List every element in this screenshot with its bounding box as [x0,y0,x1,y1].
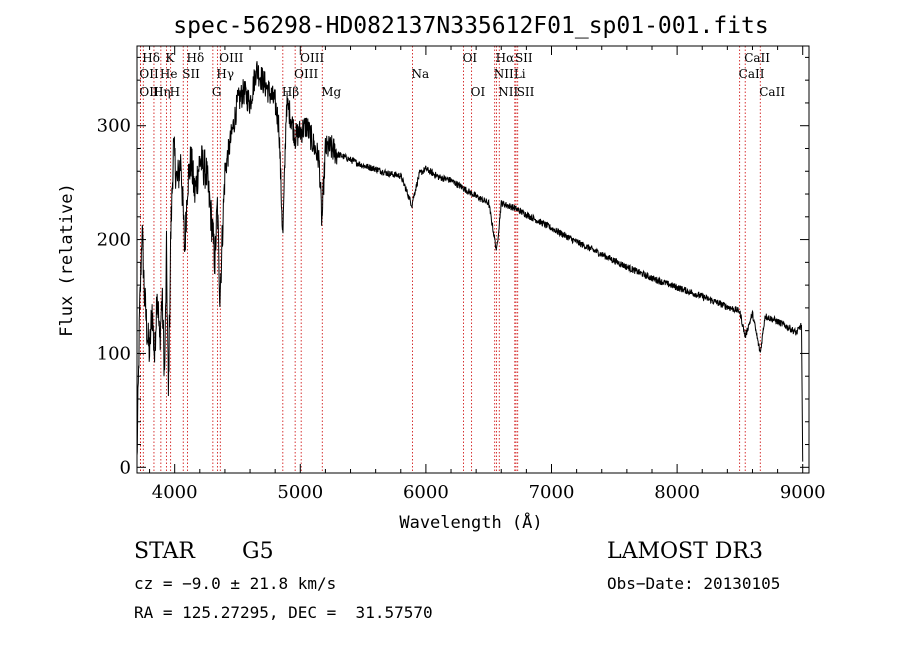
marker-label: Li [514,67,526,81]
observation-date: Obs−Date: 20130105 [607,574,781,593]
marker-label: Hδ [142,51,160,65]
marker-label: SII [515,51,533,65]
marker-label: OI [471,85,486,99]
x-tick-label: 5000 [277,482,323,503]
y-tick-label: 300 [97,116,131,137]
marker-label: G [212,85,222,99]
y-axis-label: Flux (relative) [57,183,77,337]
marker-label: CaII [759,85,785,99]
x-tick-label: 9000 [780,482,826,503]
marker-label: Hδ [186,51,204,65]
marker-label: OIII [300,51,324,65]
y-tick-label: 200 [97,230,131,251]
x-axis-label: Wavelength (Å) [399,511,542,533]
x-tick-label: 8000 [654,482,700,503]
marker-label: Mg [321,85,341,99]
marker-label: Hη [153,85,171,99]
marker-label: OII [139,67,159,81]
marker-label: OIII [139,85,163,99]
marker-label: SII [517,85,535,99]
marker-label: OI [463,51,478,65]
marker-label: Hγ [216,67,234,81]
subclass: G5 [242,539,274,564]
plot-frame [136,45,810,474]
chart-title: spec-56298-HD082137N335612F01_sp01-001.f… [173,13,768,39]
y-tick-label: 0 [120,457,131,478]
ra-dec-coordinates: RA = 125.27295, DEC = 31.57570 [134,603,433,622]
object-class: STAR [134,539,195,564]
marker-label: CaII [744,51,770,65]
marker-label: H [170,85,180,99]
redshift-velocity: cz = −9.0 ± 21.8 km/s [134,574,337,593]
marker-label: SII [182,67,200,81]
x-tick-label: 7000 [529,482,575,503]
x-tick-label: 4000 [152,482,198,503]
survey-name: LAMOST DR3 [607,539,763,564]
marker-label: Hβ [282,85,299,99]
marker-label: OIII [219,51,243,65]
marker-label: CaII [739,67,765,81]
marker-label: NII [498,85,518,99]
marker-label: NII [494,67,514,81]
marker-label: Hα [496,51,515,65]
x-tick-label: 6000 [403,482,449,503]
marker-label: He [160,67,178,81]
marker-label: OIII [294,67,318,81]
y-tick-label: 100 [97,343,131,364]
marker-label: Na [411,67,429,81]
marker-label: K [165,51,175,65]
spectrum-line [136,61,804,462]
